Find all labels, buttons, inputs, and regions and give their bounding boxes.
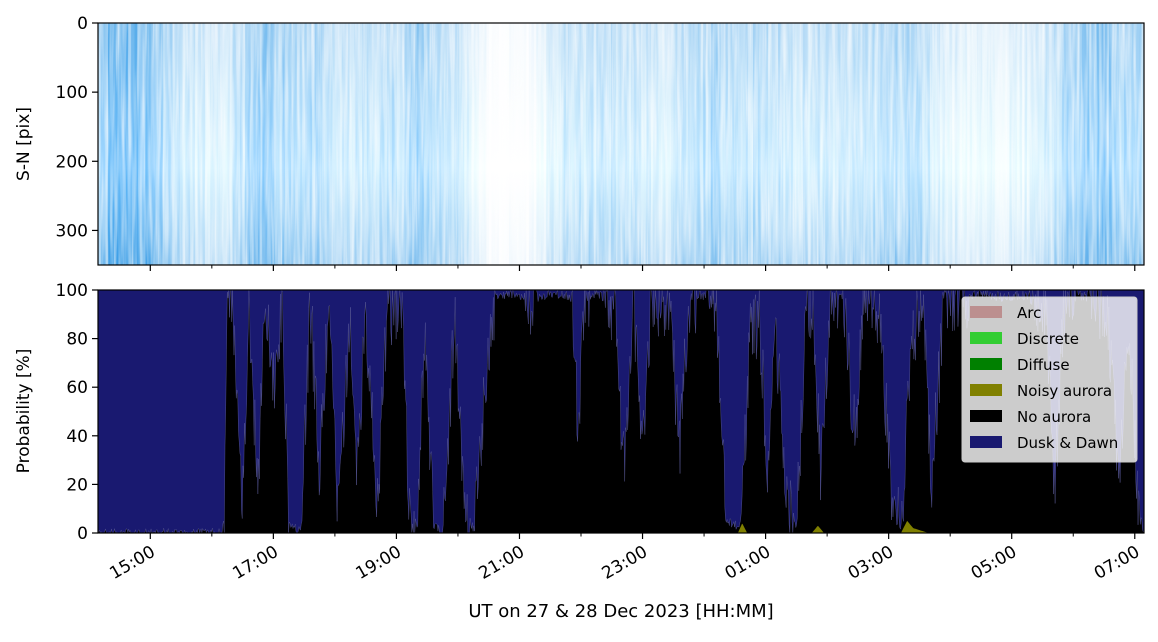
series-no-aurora-area [98, 290, 1144, 533]
probability-y-tick-label: 60 [66, 378, 88, 398]
x-tick-label: 23:00 [599, 542, 651, 584]
legend-label: Diffuse [1017, 356, 1070, 374]
probability-frame [97, 289, 1145, 534]
x-tick-label: 05:00 [968, 542, 1020, 584]
keogram-y-tick-label: 200 [56, 152, 88, 172]
legend: Arc Discrete Diffuse Noisy aurora No aurora D… [961, 296, 1138, 463]
keogram-panel: 0 100 200 300 S-N [pix] [14, 14, 1145, 271]
probability-y-tick-label: 40 [66, 427, 88, 447]
x-tick-label: 19:00 [352, 542, 404, 584]
keogram-x-ticks [149, 265, 1136, 271]
x-tick-label: 01:00 [722, 542, 774, 584]
legend-swatch [970, 306, 1002, 318]
keogram-y-tick-label: 0 [77, 14, 88, 34]
legend-swatch [970, 384, 1002, 396]
probability-y-tick-label: 0 [77, 524, 88, 544]
probability-y-axis-label: Probability [%] [14, 349, 34, 474]
legend-swatch [970, 436, 1002, 448]
legend-swatch [970, 358, 1002, 370]
x-tick-label: 17:00 [229, 542, 281, 584]
probability-panel: 0 20 40 60 80 100 15:00 17:00 19:00 21:00 23:00 01… [14, 281, 1145, 622]
x-tick-label: 07:00 [1091, 542, 1143, 584]
x-tick-label: 15:00 [106, 542, 158, 584]
keogram-y-axis: 0 100 200 300 [56, 14, 98, 241]
x-axis-label: UT on 27 & 28 Dec 2023 [HH:MM] [468, 601, 773, 622]
probability-y-tick-label: 80 [66, 330, 88, 350]
legend-label: Discrete [1017, 330, 1079, 348]
probability-y-tick-label: 100 [56, 281, 88, 301]
legend-label: Noisy aurora [1017, 382, 1112, 400]
x-tick-label: 21:00 [476, 542, 528, 584]
keogram-y-axis-label: S-N [pix] [14, 107, 34, 181]
legend-swatch [970, 410, 1002, 422]
keogram-y-tick-label: 300 [56, 221, 88, 241]
legend-label: Dusk & Dawn [1017, 434, 1118, 452]
probability-y-axis: 0 20 40 60 80 100 [56, 281, 98, 544]
x-tick-label: 03:00 [845, 542, 897, 584]
legend-box [961, 296, 1138, 463]
legend-label: Arc [1017, 304, 1041, 322]
keogram-frame [97, 22, 1145, 266]
legend-label: No aurora [1017, 408, 1091, 426]
keogram-streak-overlay [98, 23, 1144, 265]
keogram-y-tick-label: 100 [56, 83, 88, 103]
probability-y-tick-label: 20 [66, 475, 88, 495]
probability-x-axis: 15:00 17:00 19:00 21:00 23:00 01:00 03:00 05:00… [106, 533, 1143, 584]
legend-swatch [970, 332, 1002, 344]
